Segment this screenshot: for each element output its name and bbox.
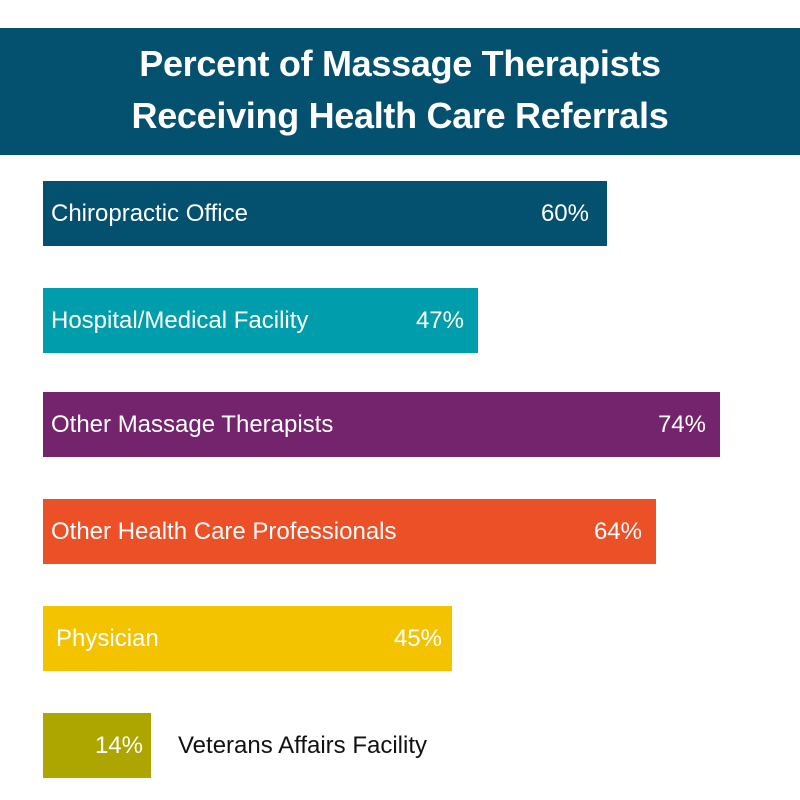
bar-label: Other Massage Therapists <box>51 411 334 438</box>
bar-value: 45% <box>393 625 442 652</box>
bar-chiropractic-office: Chiropractic Office 60% <box>43 181 607 246</box>
bar-other-massage-therapists: Other Massage Therapists 74% <box>43 392 720 457</box>
bar-label: Hospital/Medical Facility <box>51 307 309 334</box>
bar-label: Other Health Care Professionals <box>51 518 397 545</box>
bar-veterans-affairs-facility: 14% <box>43 713 151 778</box>
chart-title-line-2: Receiving Health Care Referrals <box>131 95 669 136</box>
bar-value: 64% <box>593 518 642 545</box>
bar-label: Chiropractic Office <box>51 200 248 227</box>
bar-physician: Physician 45% <box>43 606 452 671</box>
bar-value: 74% <box>657 411 706 438</box>
chart-title-line-1: Percent of Massage Therapists <box>139 43 661 84</box>
bar-label-veterans-affairs-facility: Veterans Affairs Facility <box>178 732 427 759</box>
bar-value: 60% <box>540 200 589 227</box>
bar-other-health-care-professionals: Other Health Care Professionals 64% <box>43 499 656 564</box>
bar-hospital-medical-facility: Hospital/Medical Facility 47% <box>43 288 478 353</box>
bar-value: 47% <box>415 307 464 334</box>
bar-label: Physician <box>56 625 159 652</box>
bar-value: 14% <box>94 732 143 759</box>
chart-title-banner: Percent of Massage Therapists Receiving … <box>0 28 800 155</box>
